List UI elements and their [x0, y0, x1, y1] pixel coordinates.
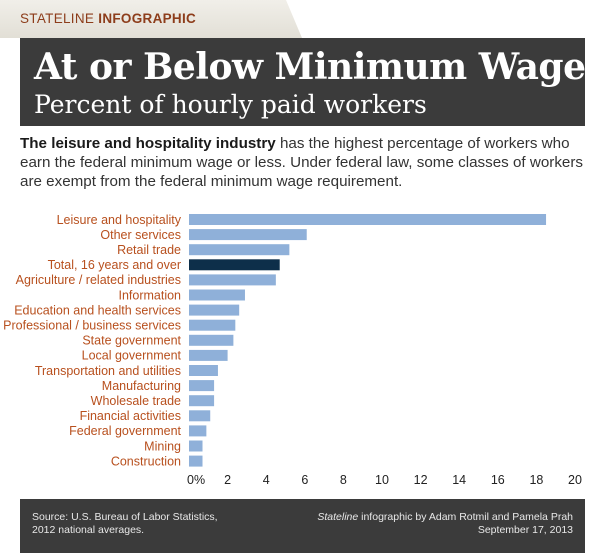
category-label-11: Manufacturing: [102, 379, 181, 393]
source-note: Source: U.S. Bureau of Labor Statistics,…: [32, 511, 218, 537]
source-line-2: 2012 national averages.: [32, 524, 145, 536]
tag-bold: INFOGRAPHIC: [98, 11, 197, 26]
x-tick-label-2: 4: [263, 473, 270, 487]
bar-7: [189, 319, 236, 331]
category-label-6: Education and health services: [14, 303, 181, 317]
bar-5: [189, 289, 245, 301]
intro-bold: The leisure and hospitality industry: [20, 135, 276, 152]
x-tick-label-5: 10: [375, 473, 389, 487]
x-tick-label-3: 6: [301, 473, 308, 487]
bar-3: [189, 259, 280, 271]
category-label-13: Financial activities: [80, 409, 181, 423]
page-subtitle: Percent of hourly paid workers: [34, 90, 427, 119]
category-label-4: Agriculture / related industries: [16, 273, 181, 287]
credit-rest: infographic by Adam Rotmil and Pamela Pr…: [358, 511, 573, 523]
x-tick-label-1: 2: [224, 473, 231, 487]
x-tick-label-10: 20: [568, 473, 582, 487]
page-title: At or Below Minimum Wage: [34, 46, 586, 88]
category-label-14: Federal government: [69, 424, 181, 438]
intro-text: has the highest percentage of workers wh…: [20, 135, 584, 190]
title-block: At or Below Minimum Wage Percent of hour…: [20, 38, 586, 126]
bar-2: [189, 244, 290, 256]
credit-note: Stateline infographic by Adam Rotmil and…: [317, 511, 573, 537]
x-tick-label-7: 14: [452, 473, 466, 487]
bar-8: [189, 334, 234, 346]
x-tick-labels: 0% 2 4 6 8 10 12 14 16 18 20: [187, 473, 582, 487]
category-label-7: Professional / business services: [3, 319, 181, 333]
bar-13: [189, 410, 211, 422]
bar-4: [189, 274, 276, 286]
category-label-5: Information: [118, 288, 181, 302]
x-tick-label-0: 0%: [187, 473, 205, 487]
tag-prefix: STATELINE: [20, 11, 99, 26]
category-label-16: Construction: [111, 454, 181, 468]
bar-0: [189, 214, 547, 225]
credit-date: September 17, 2013: [477, 524, 573, 536]
category-label-0: Leisure and hospitality: [57, 213, 182, 227]
category-label-12: Wholesale trade: [91, 394, 181, 408]
bar-9: [189, 349, 228, 361]
category-label-8: State government: [82, 334, 181, 348]
category-label-1: Other services: [100, 228, 181, 242]
bar-15: [189, 440, 203, 452]
category-label-10: Transportation and utilities: [35, 364, 181, 378]
bar-6: [189, 304, 240, 316]
bar-1: [189, 229, 307, 241]
intro-paragraph: The leisure and hospitality industry has…: [20, 134, 595, 191]
x-tick-label-6: 12: [414, 473, 428, 487]
x-tick-label-9: 18: [529, 473, 543, 487]
credit-italic: Stateline: [317, 511, 359, 523]
category-label-9: Local government: [82, 349, 182, 363]
bar-11: [189, 380, 215, 392]
x-tick-label-4: 8: [340, 473, 347, 487]
category-label-3: Total, 16 years and over: [48, 258, 181, 272]
bar-12: [189, 395, 215, 407]
footer: Source: U.S. Bureau of Labor Statistics,…: [20, 499, 585, 553]
credit-line: Stateline infographic by Adam Rotmil and…: [317, 511, 573, 524]
category-label-2: Retail trade: [117, 243, 181, 257]
bar-10: [189, 365, 218, 376]
source-line-1: Source: U.S. Bureau of Labor Statistics,: [32, 511, 218, 523]
bars-group: [189, 214, 547, 467]
stateline-tag-text: STATELINE INFOGRAPHIC: [20, 11, 196, 26]
category-label-15: Mining: [144, 439, 181, 453]
x-tick-label-8: 16: [491, 473, 505, 487]
stateline-tag: STATELINE INFOGRAPHIC: [0, 0, 302, 38]
bar-14: [189, 425, 207, 437]
bar-16: [189, 455, 203, 467]
